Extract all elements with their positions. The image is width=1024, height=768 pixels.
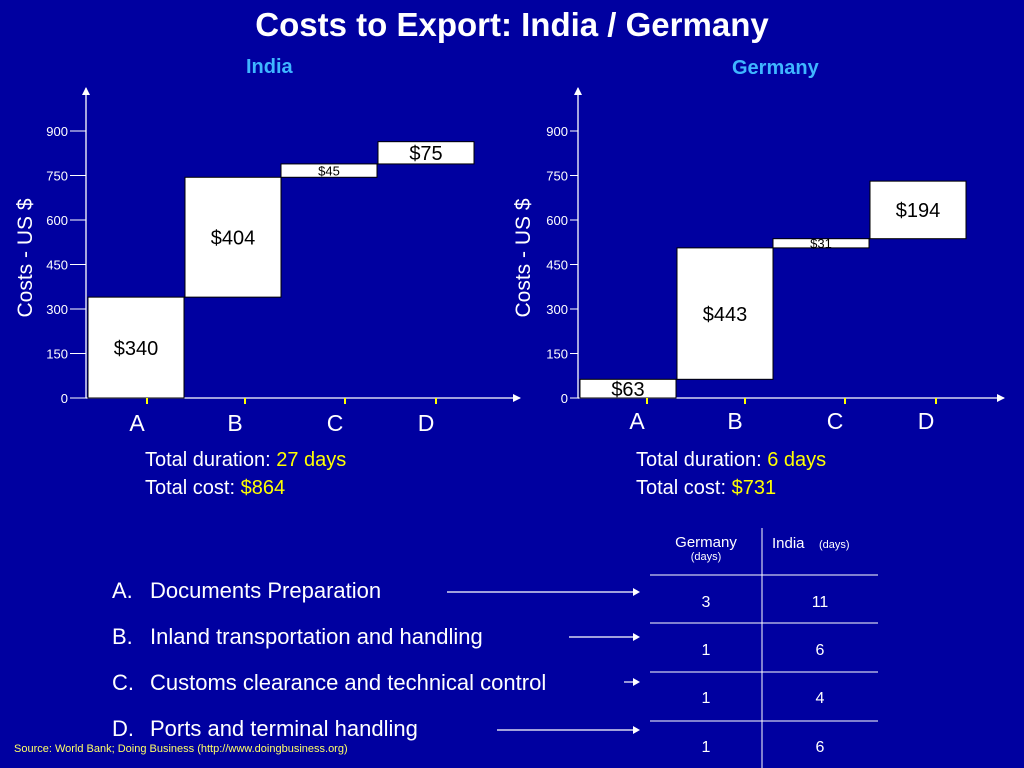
germany-bar-label: $63 [611,379,644,401]
germany-cost-label: Total cost: [636,477,732,499]
germany-bar [869,180,967,240]
table-cell: 6 [815,642,825,659]
germany-duration-value: 6 days [767,449,827,471]
india-category-label: D [418,410,435,436]
germany-bar [772,238,870,249]
india-bar-label: $75 [409,143,442,165]
india-bar-label: $340 [114,338,159,360]
table-cell: 11 [811,594,829,611]
table-header-sub: (days) [818,539,850,551]
india-bar-label: $45 [318,163,340,178]
germany-category-label: D [918,408,935,434]
germany-y-tick-label: 750 [546,169,568,184]
germany-y-axis-arrow-icon [574,87,582,95]
legend-text: Inland transportation and handling [150,624,483,649]
india-x-axis-arrow-icon [513,394,521,402]
germany-duration-label: Total duration: [636,449,768,471]
germany-y-tick-label: 300 [546,302,568,317]
germany-bar [579,378,677,399]
india-bar [184,176,282,298]
germany-cost-value: $731 [731,477,777,499]
legend-item-b: B. Inland transportation and handling [112,624,483,650]
table-header-main: India [772,535,805,552]
legend-arrow-head-icon [633,678,640,686]
india-y-axis-arrow-icon [82,87,90,95]
india-y-tick-label: 900 [46,124,68,139]
table-header-sub: (days) [690,551,722,563]
germany-y-axis-label: Costs - US $ [512,198,535,317]
legend-text: Customs clearance and technical control [150,670,547,695]
table-cell: 1 [701,642,711,659]
india-category-label: B [227,410,242,436]
table-cell: 6 [815,739,825,756]
table-cell: 4 [815,690,825,707]
legend-item-d: D. Ports and terminal handling [112,716,418,742]
source-note: Source: World Bank; Doing Business (http… [14,743,348,755]
india-cost-label: Total cost: [145,477,241,499]
india-bar [280,163,378,178]
india-y-tick-label: 150 [46,347,68,362]
legend-letter: A. [112,578,133,603]
germany-x-axis-arrow-icon [997,394,1005,402]
india-chart-title: India [246,56,293,78]
germany-bar-label: $443 [703,304,748,326]
legend-arrow-head-icon [633,633,640,641]
legend-arrow-head-icon [633,726,640,734]
germany-bar-label: $31 [810,236,832,251]
india-duration-value: 27 days [276,449,347,471]
india-y-tick-label: 300 [46,302,68,317]
germany-bar-label: $194 [896,200,941,222]
page-title: Costs to Export: India / Germany [255,6,769,43]
germany-bar [676,247,774,380]
germany-y-tick-label: 450 [546,258,568,273]
india-cost-value: $864 [240,477,286,499]
germany-y-tick-label: 900 [546,124,568,139]
legend-arrow-head-icon [633,588,640,596]
india-y-tick-label: 0 [61,391,68,406]
india-category-label: A [129,410,145,436]
table-cell: 1 [701,739,711,756]
germany-category-label: B [727,408,742,434]
legend-letter: B. [112,624,133,649]
india-y-tick-label: 450 [46,258,68,273]
germany-y-tick-label: 0 [561,391,568,406]
germany-category-label: A [629,408,645,434]
table-header-main: Germany [675,534,737,551]
table-header-germany: Germany (days) [650,534,762,563]
india-bar-label: $404 [211,227,256,249]
table-header-india: India (days) [772,535,850,553]
legend-text: Ports and terminal handling [150,716,418,741]
germany-y-tick-label: 600 [546,213,568,228]
legend-letter: C. [112,670,134,695]
india-duration-label: Total duration: [145,449,277,471]
legend-item-c: C. Customs clearance and technical contro… [112,670,546,696]
india-bar [377,141,475,165]
germany-summary: Total duration: 6 days Total cost: $731 [636,446,826,502]
india-y-tick-label: 750 [46,169,68,184]
india-y-tick-label: 600 [46,213,68,228]
germany-y-tick-label: 150 [546,347,568,362]
legend-item-a: A. Documents Preparation [112,578,381,604]
germany-chart-title: Germany [732,57,819,79]
legend-letter: D. [112,716,134,741]
legend-text: Documents Preparation [150,578,382,603]
table-cell: 1 [701,690,711,707]
table-cell: 3 [701,594,711,611]
india-summary: Total duration: 27 days Total cost: $864 [145,446,346,502]
india-bar [87,296,185,399]
india-y-axis-label: Costs - US $ [14,198,37,317]
germany-category-label: C [827,408,844,434]
india-category-label: C [327,410,344,436]
